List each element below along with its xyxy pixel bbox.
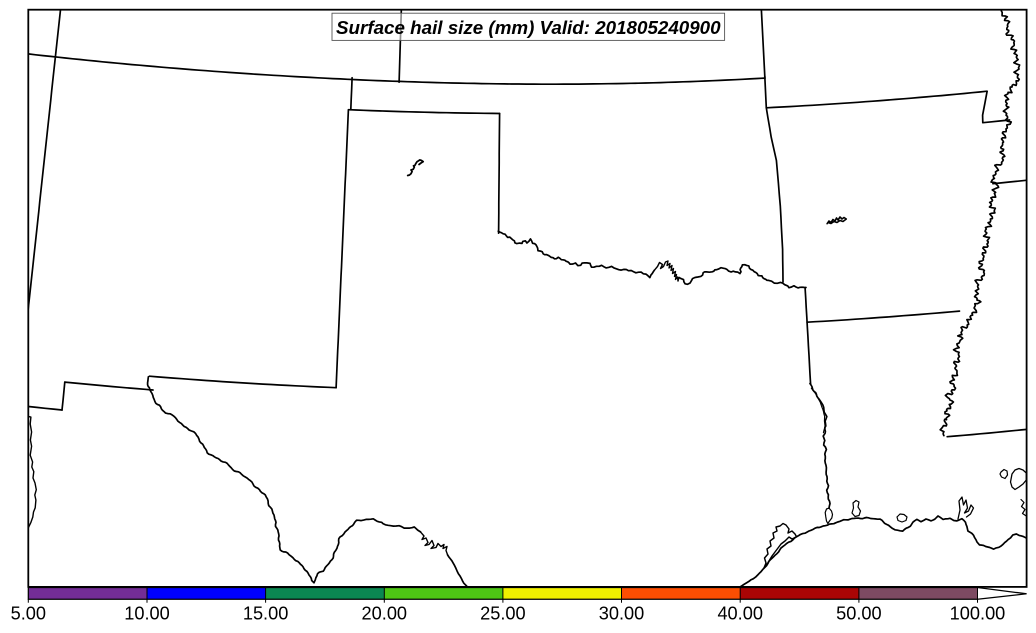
svg-text:100.00: 100.00 — [950, 603, 1006, 623]
svg-text:30.00: 30.00 — [599, 603, 645, 623]
svg-text:50.00: 50.00 — [836, 603, 882, 623]
svg-text:15.00: 15.00 — [243, 603, 289, 623]
svg-text:Surface hail size (mm) Valid:: Surface hail size (mm) Valid: 2018052409… — [336, 17, 721, 38]
svg-text:20.00: 20.00 — [362, 603, 408, 623]
svg-text:25.00: 25.00 — [480, 603, 526, 623]
svg-text:40.00: 40.00 — [717, 603, 763, 623]
svg-text:10.00: 10.00 — [124, 603, 170, 623]
svg-text:5.00: 5.00 — [11, 603, 46, 623]
